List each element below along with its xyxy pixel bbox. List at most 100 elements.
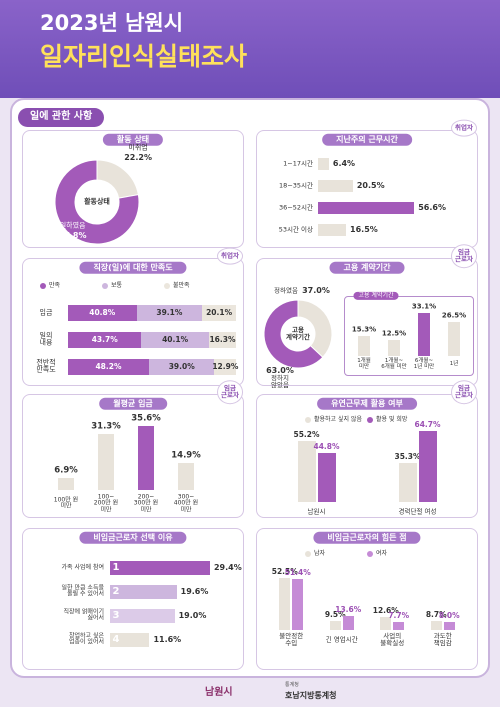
panel [256,394,478,518]
value-label: 55.2% [293,430,320,440]
row-label: 임금 [39,308,53,317]
value-label: 48.2% [95,362,122,372]
value-label: 29.4% [213,562,242,572]
panel-title: 직장(일)에 대한 만족도 [79,261,187,275]
legend-swatch [367,417,373,423]
bar [178,463,194,490]
bar [318,202,415,214]
value-label: 39.1% [156,308,183,318]
value-label: 16.5% [350,224,378,234]
title-line1: 2023년 남원시 [40,11,184,35]
bar [58,477,74,490]
value-label: 40.8% [89,308,116,318]
value-label: 13.6% [335,605,362,615]
bar [329,620,341,630]
panel [22,130,244,248]
rank-label: 1 [112,561,120,573]
value-label: 33.1% [411,302,437,311]
bar [68,332,142,348]
bar [214,359,237,375]
row-label: 가족 사업에 참여 [61,563,104,571]
x-label: 남원시 [307,507,326,516]
value-label: 56.6% [418,202,446,212]
bar [448,321,460,356]
bar [208,332,237,348]
panel-title: 비임금근로자 선택 이유 [79,531,187,545]
donut-slice [54,159,140,245]
legend-label: 활용하고 싶지 않음 [314,415,362,423]
value-label: 12.5% [381,329,407,338]
value-label: 35.3% [394,452,421,462]
x-label: 불안정한 수입 [279,632,304,647]
bar [148,359,215,375]
x-label: 1개월 미만 [357,358,371,370]
legend-swatch [367,551,373,557]
bar [398,463,417,502]
value-label: 12.9% [212,362,239,372]
panel [22,394,244,518]
x-label: 100만 원 미만 [53,496,79,510]
bar [279,577,291,630]
x-label: 1개월~ 6개월 미만 [381,358,407,370]
donut-hole [76,181,118,223]
detail-box [344,296,474,376]
legend-swatch [305,551,311,557]
value-label: 8.7% [425,610,447,620]
bar [98,433,114,490]
panel-badge: 임금 근로자 [451,380,477,404]
panel [256,258,478,386]
panel-badge: 임금 근로자 [217,380,243,404]
legend-swatch [40,283,46,289]
row-label: 직장에 얽매이기 싫어서 [63,608,104,622]
bar [380,617,392,630]
panel-title: 비임금근로자의 힘든 점 [313,531,421,545]
row-label: 전반적 만족도 [36,358,56,374]
detail-title: 고용 계약기간 [353,291,399,301]
slice-category: 미취업 [128,143,148,152]
rank-label: 2 [112,585,120,597]
legend-label: 활용 및 희망 [376,415,408,423]
slice-value: 63.0% [266,365,294,375]
bar [292,578,304,630]
bar [136,305,203,321]
panel-title: 유연근무제 활용 여부 [317,397,417,411]
x-label: 사업의 불확실성 [380,632,405,647]
panel [256,528,478,670]
row-label: 36~52시간 [279,203,313,212]
bar [202,305,236,321]
panel-badge: 취업자 [217,247,243,265]
value-label: 40.1% [162,335,189,345]
panel [256,130,478,248]
slice-category: 일하였음 [59,221,86,230]
panel-title: 고용 계약기간 [329,261,405,275]
content-card [10,98,490,678]
donut-slice [263,299,324,369]
row-label: 18~35시간 [279,181,313,190]
x-label: 100~ 200만 원 미만 [93,493,119,514]
row-label: 일한 만큼 소득을 올릴 수 있어서 [61,584,104,598]
legend-swatch [164,283,170,289]
panel [22,258,244,386]
value-label: 7.7% [388,611,410,621]
bar [68,305,137,321]
legend-swatch [305,417,311,423]
bar [443,622,455,630]
legend-label: 보통 [111,281,123,289]
slice-value: 22.2% [124,152,152,162]
donut-center: 활동상태 [84,197,110,206]
bar [388,339,400,356]
bar [110,585,177,599]
x-label: 300~ 400만 원 미만 [173,493,199,514]
panel [22,528,244,670]
bar [68,359,149,375]
bar [141,332,209,348]
section-label: 일에 관한 사항 [18,108,105,127]
donut-center: 고용 계약기간 [286,326,310,341]
value-label: 19.6% [180,586,209,596]
x-label: 1년 [449,361,459,368]
value-label: 12.6% [372,606,399,616]
value-label: 52.5% [271,566,298,576]
panel-badge: 임금 근로자 [451,244,477,268]
slice-value: 77.8% [58,230,87,240]
row-label: 창업하고 싶은 업종이 있어서 [68,632,104,646]
